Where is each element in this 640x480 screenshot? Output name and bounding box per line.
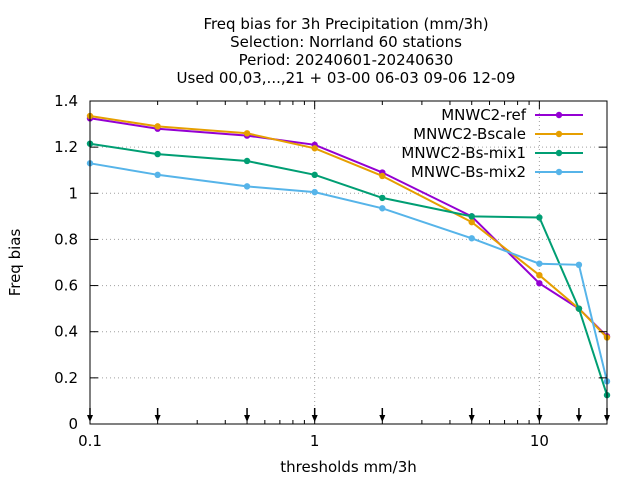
y-tick-label: 0.2 [54,369,78,387]
legend-entry-label: MNWC2-ref [441,106,526,124]
threshold-markers [87,408,610,422]
series-point [311,171,318,179]
legend-entry-marker [555,168,563,176]
series-point [154,123,161,130]
y-tick-label: 0.6 [54,277,78,295]
title-line: Used 00,03,...,21 + 03-00 06-03 09-06 12… [177,69,516,87]
series-point [536,260,543,267]
series-point [154,171,161,179]
series-point [468,235,475,242]
plot-frame [89,100,608,425]
threshold-arrow-head [154,415,161,422]
series-group [86,112,611,399]
y-tick-label: 1 [68,184,78,202]
series-point [379,172,386,180]
y-tick-label: 0.8 [54,230,78,248]
series-line [89,115,608,339]
legend-entry-marker [555,130,563,138]
legend-entry-marker [555,111,563,119]
series-point [536,271,543,279]
threshold-arrow-head [379,415,386,422]
x-tick-label: 0.1 [78,432,102,450]
series-point [575,305,583,312]
y-axis-label: Freq bias [6,229,24,297]
series-point [311,188,318,196]
legend-entry-label: MNWC-Bs-mix2 [411,163,526,181]
y-tick-label: 0 [68,415,78,433]
axis-ticks: 0 0.2 0.4 0.6 0.8 1 1.2 1.4 0.1 1 10 [54,92,607,450]
series-line [89,142,608,396]
title-line: Selection: Norrland 60 stations [230,33,462,51]
series-point [575,261,583,269]
y-tick-label: 1.2 [54,138,78,156]
legend: MNWC2-refMNWC2-BscaleMNWC2-Bs-mix1MNWC-B… [401,106,583,181]
y-tick-label: 0.4 [54,323,78,341]
legend-entry-label: MNWC2-Bscale [413,125,526,143]
title-line: Freq bias for 3h Precipitation (mm/3h) [203,15,488,33]
y-tick-label: 1.4 [54,92,78,110]
series-point [468,213,475,220]
series-point [536,214,543,221]
series-point [243,183,251,190]
chart-title-block: Freq bias for 3h Precipitation (mm/3h)Se… [177,15,516,87]
series-point [468,218,475,226]
threshold-arrow-head [468,415,475,422]
x-axis-label: thresholds mm/3h [280,458,417,476]
threshold-arrow-head [244,415,251,422]
series-point [536,280,543,287]
legend-entry-label: MNWC2-Bs-mix1 [401,144,526,162]
series-line [89,117,608,338]
x-tick-label: 1 [310,432,320,450]
series-point [243,157,251,165]
title-line: Period: 20240601-20240630 [239,51,454,69]
series-point [311,145,318,152]
x-tick-label: 10 [530,432,549,450]
legend-entry-marker [555,149,563,157]
series-point [154,150,161,158]
grid-lines [90,101,607,424]
series-point [379,205,386,212]
series-point [243,130,251,137]
threshold-arrow-head [575,415,582,422]
series-point [379,194,386,202]
